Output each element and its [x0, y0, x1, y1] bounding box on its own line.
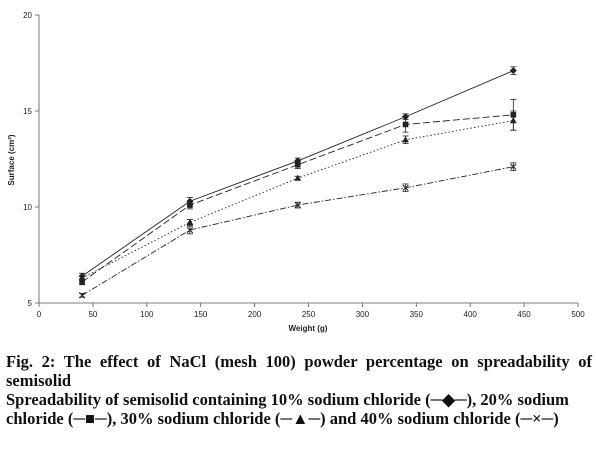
figure-caption: Fig. 2: The effect of NaCl (mesh 100) po…	[6, 352, 592, 428]
y-tick-label: 15	[23, 107, 32, 116]
y-tick-label: 10	[23, 203, 32, 212]
series-4	[78, 162, 517, 299]
y-axis-label: Surface (cm²)	[7, 134, 16, 185]
data-point-triangle	[509, 117, 517, 124]
caption-description: Spreadability of semisolid containing 10…	[6, 390, 569, 428]
data-point-cross	[402, 184, 409, 191]
y-axis-ticks: 5 10 15 20	[23, 11, 39, 308]
caption-title: Fig. 2: The effect of NaCl (mesh 100) po…	[6, 352, 592, 390]
data-point-cross	[294, 201, 301, 209]
x-tick-label: 200	[248, 310, 262, 319]
data-point-cross	[510, 163, 517, 170]
x-tick-label: 0	[37, 310, 42, 319]
x-tick-label: 250	[302, 310, 316, 319]
data-point-square	[402, 121, 409, 128]
x-axis-label: Weight (g)	[289, 324, 328, 333]
y-tick-label: 20	[23, 11, 32, 20]
data-point-square	[187, 202, 193, 208]
x-tick-label: 500	[571, 310, 585, 319]
x-tick-label: 300	[356, 310, 370, 319]
series-layer	[78, 66, 517, 299]
series-line	[81, 70, 514, 277]
data-point-square	[79, 279, 85, 285]
data-point-square	[294, 161, 301, 168]
x-tick-label: 450	[517, 310, 531, 319]
x-tick-label: 350	[410, 310, 424, 319]
x-tick-label: 100	[140, 310, 154, 319]
series-3	[78, 110, 517, 281]
x-tick-label: 50	[88, 310, 97, 319]
series-1	[78, 66, 517, 280]
y-tick-label: 5	[28, 299, 33, 308]
series-line	[81, 120, 514, 279]
data-point-triangle	[78, 274, 86, 281]
data-point-triangle	[294, 174, 302, 181]
x-tick-label: 400	[464, 310, 478, 319]
series-line	[81, 114, 514, 283]
data-point-cross	[78, 292, 86, 299]
plot-area	[38, 15, 578, 304]
data-point-triangle	[402, 136, 409, 143]
x-tick-label: 150	[194, 310, 208, 319]
x-axis-ticks: 0 50 100 150 200 250 300 350 400 450 500	[37, 303, 585, 319]
series-line	[81, 166, 514, 296]
data-point-triangle	[186, 218, 194, 225]
spreadability-chart: 5 10 15 20 0 50 100 150 200 250 300 350 400 450 500 S…	[7, 11, 585, 333]
data-point-cross	[186, 226, 194, 234]
data-point-diamond	[509, 67, 517, 75]
